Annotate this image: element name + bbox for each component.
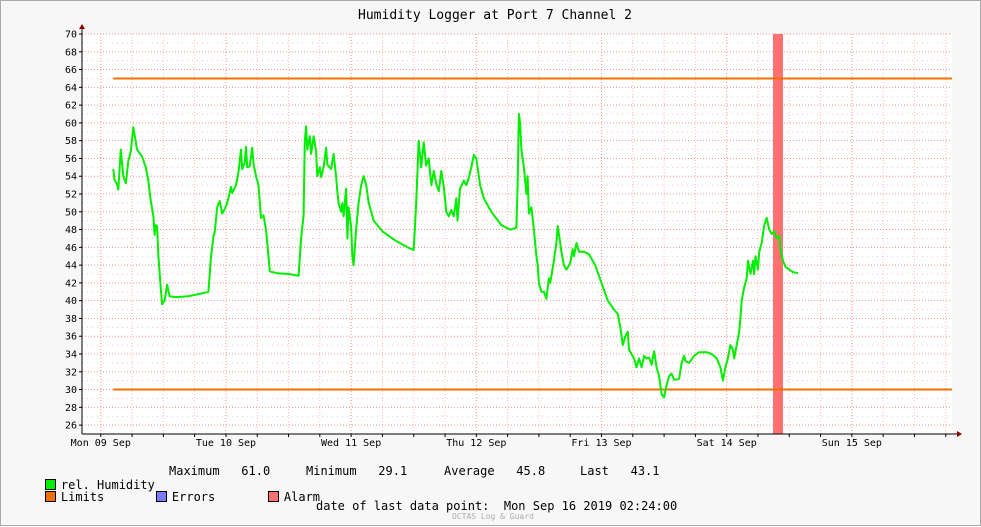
y-tick-label: 50 [65, 207, 77, 218]
y-tick-label: 58 [65, 136, 77, 147]
x-tick-label: Sun 15 Sep [822, 438, 882, 449]
alarm-legend-label: Alarm [283, 490, 321, 504]
y-tick-label: 62 [65, 101, 77, 112]
alarm-layer [772, 34, 784, 434]
y-tick-label: 36 [65, 332, 77, 343]
minimum-stat: Minimum 29.1 [306, 464, 407, 478]
humidity-swatch [44, 479, 56, 490]
y-tick-label: 56 [65, 154, 77, 165]
maximum-stat: Maximum 61.0 [169, 464, 270, 478]
legend-row-limits: Limits [16, 476, 104, 518]
x-tick-label: Thu 12 Sep [446, 438, 506, 449]
alarm-band [772, 34, 784, 434]
legend-row-alarm: Alarm [239, 476, 320, 518]
y-tick-label: 54 [65, 172, 77, 183]
x-tick-label: Tue 10 Sep [196, 438, 256, 449]
average-label: Average [444, 464, 495, 478]
y-tick-label: 64 [65, 83, 77, 94]
y-ticks: 26 28 30 32 34 36 38 40 42 44 46 48 50 52 54 56 58 60 62 64… [65, 30, 82, 432]
y-tick-label: 34 [65, 350, 77, 361]
humidity-legend-label: rel. Humidity [60, 478, 155, 492]
y-tick-label: 28 [65, 403, 77, 414]
limits-legend-label: Limits [60, 490, 105, 504]
y-tick-label: 44 [65, 261, 77, 272]
x-axis-arrow [957, 431, 962, 437]
y-tick-label: 66 [65, 65, 77, 76]
errors-swatch [155, 491, 167, 502]
y-tick-label: 42 [65, 278, 77, 289]
legend-row-errors: Errors [127, 476, 215, 518]
maximum-label: Maximum [169, 464, 220, 478]
last-value: 43.1 [630, 464, 660, 478]
y-tick-label: 32 [65, 367, 77, 378]
x-tick-label: Mon 09 Sep [71, 438, 131, 449]
x-ticks: Mon 09 Sep Tue 10 Sep Wed 11 Sep Thu 12 Sep… [71, 434, 947, 449]
x-tick-label: Sat 14 Sep [697, 438, 757, 449]
y-tick-label: 38 [65, 314, 77, 325]
y-tick-label: 70 [65, 30, 77, 41]
chart-title: Humidity Logger at Port 7 Channel 2 [358, 8, 632, 23]
y-tick-label: 40 [65, 296, 77, 307]
last-label: Last [580, 464, 609, 478]
humidity-series-line [112, 113, 799, 399]
last-point-label: date of last data point: [316, 499, 490, 513]
plot-area [82, 34, 952, 434]
y-tick-label: 46 [65, 243, 77, 254]
minimum-value: 29.1 [378, 464, 408, 478]
y-axis-arrow [79, 24, 85, 29]
limits-layer [113, 77, 952, 391]
x-tick-label: Fri 13 Sep [571, 438, 631, 449]
axes [79, 24, 962, 437]
legend-row-humidity: rel. Humidity [16, 464, 155, 506]
maximum-value: 61.0 [241, 464, 271, 478]
last-stat: Last 43.1 [580, 464, 660, 478]
y-tick-label: 26 [65, 421, 77, 432]
last-point-value: Mon Sep 16 2019 02:24:00 [503, 499, 678, 513]
y-tick-label: 68 [65, 47, 77, 58]
errors-legend-label: Errors [171, 490, 216, 504]
watermark: OCTAS Log & Guard [452, 512, 534, 521]
alarm-swatch [267, 491, 279, 502]
last-data-point: date of last data point: Mon Sep 16 2019… [316, 499, 677, 513]
average-stat: Average 45.8 [444, 464, 545, 478]
limits-swatch [44, 491, 56, 502]
y-tick-label: 48 [65, 225, 77, 236]
series-layer [112, 113, 799, 399]
x-tick-label: Wed 11 Sep [321, 438, 381, 449]
y-tick-label: 60 [65, 118, 77, 129]
y-tick-label: 52 [65, 190, 77, 201]
minimum-label: Minimum [306, 464, 357, 478]
average-value: 45.8 [516, 464, 546, 478]
grid [82, 33, 952, 435]
y-tick-label: 30 [65, 385, 77, 396]
